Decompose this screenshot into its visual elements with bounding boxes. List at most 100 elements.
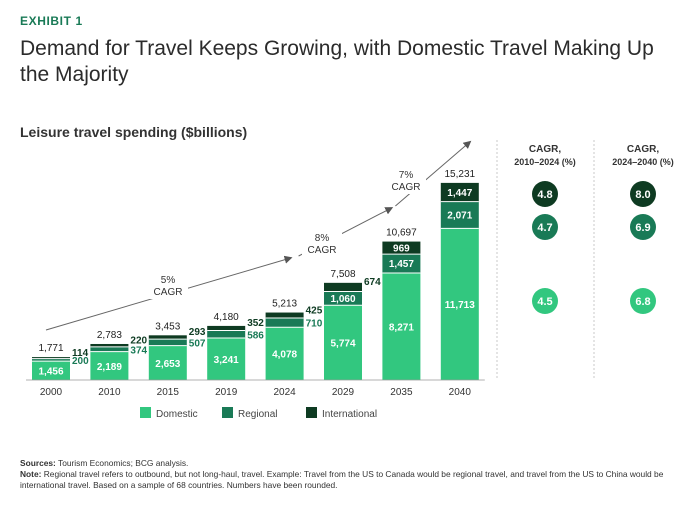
cagr-dot-domestic: [630, 288, 656, 314]
bar-domestic-2019: [207, 338, 246, 380]
bar-regional-2040: [440, 201, 479, 229]
bar-regional-2015: [148, 339, 187, 346]
cagr-label-bg: [302, 231, 342, 257]
data-label-regional: 2,071: [447, 211, 472, 222]
page-title: Demand for Travel Keeps Growing, with Do…: [20, 37, 654, 86]
data-label-international: 674: [364, 277, 381, 288]
cagr-value: 4.7: [537, 222, 552, 234]
bar-international-2000: [32, 357, 70, 359]
exhibit-label: EXHIBIT 1: [20, 14, 83, 28]
data-label-domestic: 1,456: [38, 367, 63, 378]
data-label-domestic: 11,713: [445, 300, 475, 311]
data-label-regional: 1,060: [330, 294, 355, 305]
data-label-domestic: 2,653: [155, 359, 180, 370]
cagr-dot-international: [532, 181, 558, 207]
x-tick-label: 2019: [215, 387, 238, 398]
cagr-dot-domestic: [532, 288, 558, 314]
bar-international-2035: [382, 241, 421, 255]
legend-label-regional: Regional: [238, 409, 277, 420]
data-label-international: 1,447: [447, 188, 472, 199]
cagr-col-heading: CAGR,: [627, 144, 659, 155]
cagr-dot-regional: [630, 214, 656, 240]
note-line: Note: Regional travel refers to outbound…: [20, 469, 680, 491]
bar-domestic-2000: [32, 361, 70, 380]
legend-swatch-international: [306, 407, 317, 418]
cagr-col-heading: CAGR,: [529, 144, 561, 155]
sources-text: Tourism Economics; BCG analysis.: [55, 458, 189, 468]
note-label: Note:: [20, 469, 42, 479]
bar-regional-2019: [207, 330, 246, 339]
x-tick-label: 2040: [449, 387, 472, 398]
bar-domestic-2040: [440, 228, 479, 380]
x-tick-label: 2035: [390, 387, 413, 398]
data-label-regional: 374: [130, 345, 147, 356]
total-label: 3,453: [155, 321, 180, 332]
total-label: 1,771: [38, 343, 63, 354]
bar-domestic-2010: [90, 351, 129, 380]
data-label-international: 220: [130, 335, 147, 346]
data-label-domestic: 4,078: [272, 350, 297, 361]
legend-label-domestic: Domestic: [156, 409, 198, 420]
total-label: 4,180: [214, 312, 239, 323]
sources-line: Sources: Tourism Economics; BCG analysis…: [20, 458, 680, 469]
cagr-value: 4.8: [537, 189, 552, 201]
total-label: 10,697: [386, 228, 417, 239]
x-tick-label: 2000: [40, 387, 63, 398]
total-label: 2,783: [97, 330, 122, 341]
bar-international-2019: [207, 325, 246, 331]
data-label-international: 293: [189, 327, 206, 338]
cagr-dot-international: [630, 181, 656, 207]
cagr-arrow-pct: 8%: [315, 233, 330, 244]
x-tick-label: 2015: [157, 387, 180, 398]
cagr-arrow-pct: 7%: [399, 170, 414, 181]
cagr-value: 4.5: [537, 296, 552, 308]
footer: Sources: Tourism Economics; BCG analysis…: [20, 458, 680, 491]
legend-swatch-domestic: [140, 407, 151, 418]
total-label: 5,213: [272, 299, 297, 310]
cagr-value: 6.9: [635, 222, 650, 234]
bar-domestic-2035: [382, 272, 421, 380]
data-label-domestic: 2,189: [97, 362, 122, 373]
bar-domestic-2024: [265, 327, 304, 380]
data-label-international: 352: [247, 318, 264, 329]
x-tick-label: 2010: [98, 387, 121, 398]
data-label-domestic: 5,774: [330, 339, 355, 350]
bar-domestic-2015: [148, 345, 187, 380]
data-label-regional: 710: [306, 319, 323, 330]
cagr-dot-regional: [532, 214, 558, 240]
cagr-col-subheading: 2010–2024 (%): [514, 157, 576, 167]
bar-international-2029: [324, 282, 362, 292]
bar-regional-2010: [90, 346, 129, 352]
data-label-regional: 507: [189, 338, 206, 349]
bar-regional-2035: [382, 254, 421, 273]
bar-international-2040: [440, 182, 479, 202]
chart-subtitle: Leisure travel spending ($billions): [20, 124, 248, 140]
cagr-col-subheading: 2024–2040 (%): [612, 157, 674, 167]
cagr-arrow-label: CAGR: [308, 245, 337, 256]
total-label: 7,508: [330, 269, 355, 280]
bar-regional-2000: [32, 358, 70, 362]
data-label-international: 425: [306, 305, 323, 316]
cagr-arrow: [395, 140, 472, 207]
x-tick-label: 2029: [332, 387, 355, 398]
cagr-value: 6.8: [635, 296, 650, 308]
cagr-arrow-pct: 5%: [161, 275, 176, 286]
bar-international-2015: [148, 335, 187, 340]
bar-domestic-2029: [324, 305, 362, 380]
data-label-domestic: 3,241: [214, 355, 239, 366]
data-label-domestic: 8,271: [389, 322, 414, 333]
note-text: Regional travel refers to outbound, but …: [20, 469, 664, 490]
data-label-regional: 200: [72, 356, 89, 367]
cagr-arrow-label: CAGR: [154, 287, 183, 298]
bar-international-2010: [90, 343, 129, 347]
data-label-regional: 586: [247, 330, 264, 341]
legend-swatch-regional: [222, 407, 233, 418]
data-label-international: 114: [72, 348, 89, 359]
legend-label-international: International: [322, 409, 377, 420]
bar-international-2024: [265, 312, 304, 319]
sources-label: Sources:: [20, 458, 56, 468]
cagr-label-bg: [148, 273, 188, 299]
x-tick-label: 2024: [273, 387, 296, 398]
bar-regional-2024: [265, 318, 304, 328]
